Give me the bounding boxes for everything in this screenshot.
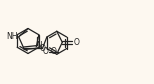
Text: O: O — [51, 47, 57, 56]
Text: O: O — [42, 47, 48, 56]
Text: O: O — [40, 44, 45, 53]
Text: N: N — [37, 41, 43, 50]
Text: NH: NH — [6, 32, 18, 41]
Text: O: O — [73, 38, 79, 47]
